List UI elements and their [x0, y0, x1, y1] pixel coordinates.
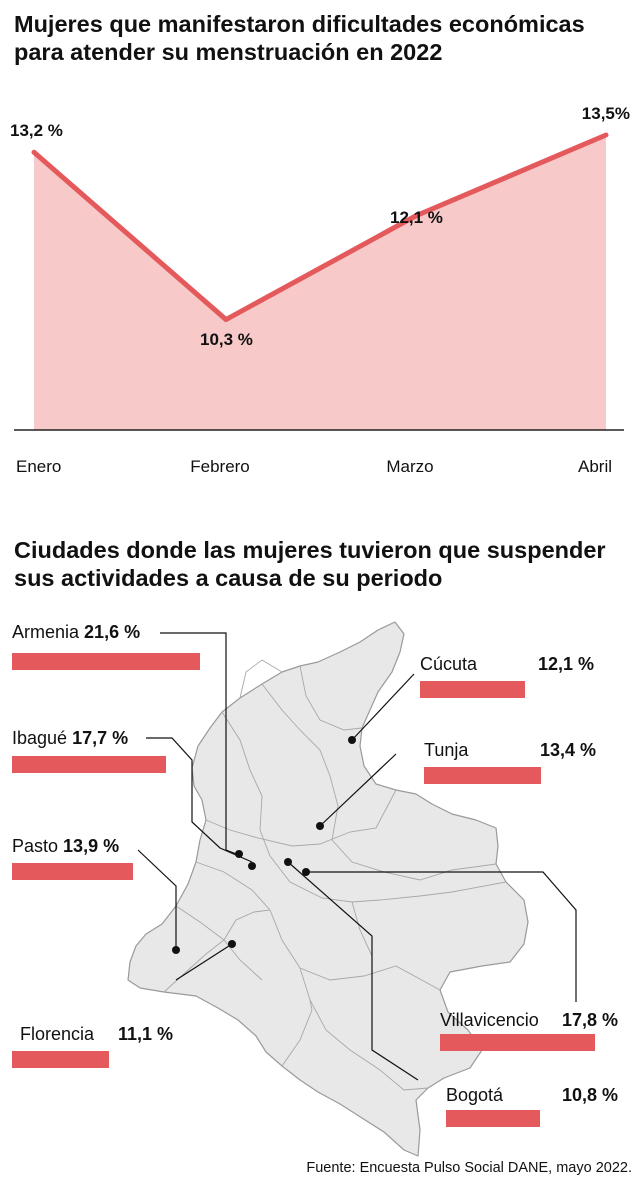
- bar-cucuta: [420, 681, 526, 698]
- colombia-map: [127, 621, 577, 1157]
- marker-ibague: [248, 862, 256, 870]
- series-line: [31, 132, 609, 323]
- callout-armenia: [160, 632, 240, 856]
- city-label-florencia: Florencia: [20, 1024, 95, 1044]
- marker-cucuta: [348, 736, 356, 744]
- city-label-ibague: Ibagué 17,7 %: [12, 728, 129, 748]
- colombia-map-chart: Armenia 21,6 % Ibagué 17,7 % Pasto 13,9 …: [0, 600, 638, 1165]
- callout-pasto: [137, 849, 177, 950]
- city-value-florencia: 11,1 %: [118, 1024, 174, 1044]
- bar-florencia: [12, 1051, 109, 1068]
- city-label-armenia: Armenia 21,6 %: [12, 622, 141, 642]
- marker-pasto: [172, 946, 180, 954]
- line-chart: 13,2 % 10,3 % 12,1 % 13,5% Enero Febrero Marzo…: [10, 104, 630, 476]
- area-fill: [34, 135, 606, 430]
- x-tick-label-0: Enero: [16, 457, 61, 476]
- x-tick-label-2: Marzo: [386, 457, 433, 476]
- city-value-tunja: 13,4 %: [540, 740, 597, 760]
- bar-armenia: [12, 653, 200, 670]
- bar-bogota: [446, 1110, 540, 1127]
- callout-florencia: [175, 943, 233, 981]
- data-label-3: 13,5%: [582, 104, 630, 123]
- city-label-cucuta: Cúcuta: [420, 654, 478, 674]
- x-tick-label-3: Abril: [578, 457, 612, 476]
- data-label-2: 12,1 %: [390, 208, 443, 227]
- department-borders: [163, 659, 507, 1091]
- city-label-tunja: Tunja: [424, 740, 469, 760]
- marker-tunja: [316, 822, 324, 830]
- city-value-villavicencio: 17,8 %: [562, 1010, 619, 1030]
- marker-armenia: [235, 850, 243, 858]
- city-value-cucuta: 12,1 %: [538, 654, 595, 674]
- callout-villavicencio: [306, 871, 577, 1002]
- city-value-bogota: 10,8 %: [562, 1085, 619, 1105]
- marker-florencia: [228, 940, 236, 948]
- callout-bogota: [287, 861, 419, 1081]
- bar-tunja: [424, 767, 541, 784]
- bar-villavicencio: [440, 1034, 595, 1051]
- data-label-1: 10,3 %: [200, 330, 253, 349]
- bar-ibague: [12, 756, 166, 773]
- callout-tunja: [319, 753, 397, 827]
- x-tick-label-1: Febrero: [190, 457, 250, 476]
- source-note: Fuente: Encuesta Pulso Social DANE, mayo…: [306, 1160, 632, 1176]
- city-label-pasto: Pasto 13,9 %: [12, 836, 120, 856]
- map-chart-title: Ciudades donde las mujeres tuvieron que …: [14, 537, 606, 591]
- marker-bogota: [284, 858, 292, 866]
- city-label-bogota: Bogotá: [446, 1085, 504, 1105]
- bar-pasto: [12, 863, 133, 880]
- callout-lines: [137, 632, 577, 1081]
- callout-ibague: [146, 737, 253, 863]
- city-label-villavicencio: Villavicencio: [440, 1010, 539, 1030]
- callout-cucuta: [351, 673, 415, 741]
- city-markers: [172, 736, 356, 954]
- data-label-0: 13,2 %: [10, 121, 63, 140]
- line-chart-title: Mujeres que manifestaron dificultades ec…: [14, 11, 585, 65]
- marker-villavicencio: [302, 868, 310, 876]
